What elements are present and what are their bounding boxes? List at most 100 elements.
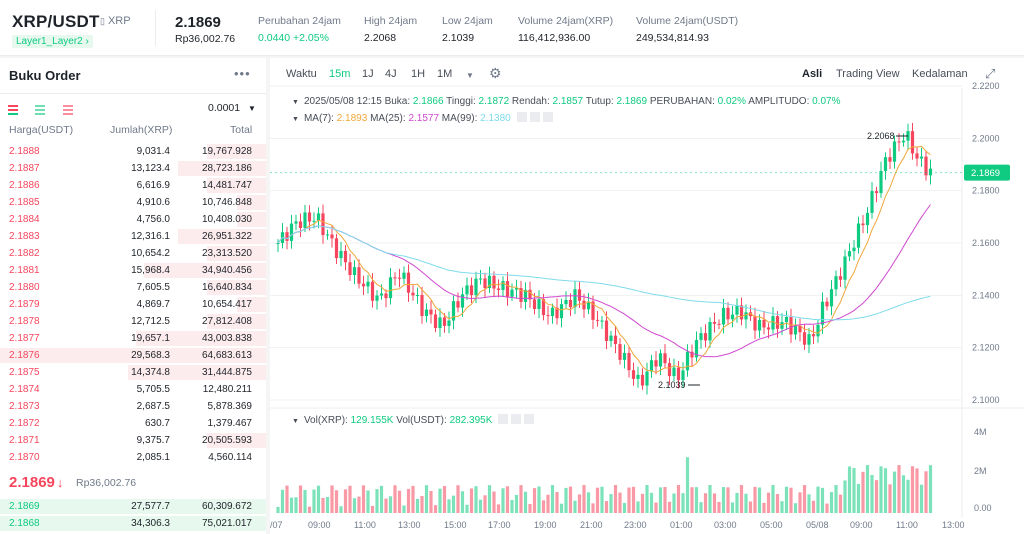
volume-bar bbox=[631, 486, 636, 513]
ask-row[interactable]: 2.1877 19,657.1 43,003.838 bbox=[0, 330, 266, 347]
candle-body bbox=[460, 294, 465, 308]
interval-4j[interactable]: 4J bbox=[385, 68, 397, 80]
ask-row[interactable]: 2.1888 9,031.4 19,767.928 bbox=[0, 143, 266, 160]
ask-row[interactable]: 2.1878 12,712.5 27,812.408 bbox=[0, 313, 266, 330]
x-tick-label: 03:00 bbox=[714, 520, 737, 530]
ask-row[interactable]: 2.1870 2,085.1 4,560.114 bbox=[0, 449, 266, 466]
volume-bar bbox=[343, 489, 348, 513]
ask-row[interactable]: 2.1886 6,616.9 14,481.747 bbox=[0, 177, 266, 194]
volume-bar bbox=[330, 485, 334, 513]
candle-body bbox=[352, 267, 357, 276]
candle-body bbox=[487, 275, 492, 289]
ask-row[interactable]: 2.1874 5,705.5 12,480.211 bbox=[0, 381, 266, 398]
volume-bar bbox=[811, 500, 816, 513]
ask-row[interactable]: 2.1871 9,375.7 20,505.593 bbox=[0, 432, 266, 449]
candle-body bbox=[622, 352, 627, 360]
vol-close-icon[interactable] bbox=[524, 414, 535, 424]
candle-body bbox=[663, 353, 667, 364]
fullscreen-icon[interactable]: ⤢ bbox=[985, 66, 996, 81]
collapse-caret-icon[interactable]: ▼ bbox=[292, 116, 299, 123]
row-price: 2.1883 bbox=[9, 231, 40, 242]
pair-base-name[interactable]: ▯ XRP bbox=[100, 15, 131, 27]
candle-body bbox=[658, 353, 663, 367]
row-total: 10,654.417 bbox=[201, 299, 252, 310]
interval-15m[interactable]: 15m bbox=[329, 68, 351, 80]
ask-row[interactable]: 2.1885 4,910.6 10,746.848 bbox=[0, 194, 266, 211]
volume-bar bbox=[361, 485, 366, 513]
row-total: 27,812.408 bbox=[201, 316, 252, 327]
row-total: 75,021.017 bbox=[201, 518, 252, 529]
legend-text: PERUBAHAN: bbox=[647, 96, 718, 107]
candle-body bbox=[537, 299, 541, 310]
view-depth[interactable]: Kedalaman bbox=[912, 68, 968, 80]
candle-body bbox=[829, 289, 834, 307]
pair-title[interactable]: XRP/USDT bbox=[12, 12, 100, 31]
ask-row[interactable]: 2.1875 14,374.8 31,444.875 bbox=[0, 364, 266, 381]
ask-row[interactable]: 2.1887 13,123.4 28,723.186 bbox=[0, 160, 266, 177]
volume-bar bbox=[753, 486, 757, 513]
price-chart[interactable]: 2.2200 2.2000 2.1800 2.1600 2.1400 2.1200 2.10… bbox=[270, 58, 1024, 534]
volume-bar bbox=[568, 486, 573, 513]
ask-row[interactable]: 2.1873 2,687.5 5,878.369 bbox=[0, 398, 266, 415]
volume-bar bbox=[726, 487, 730, 513]
ask-row[interactable]: 2.1881 15,968.4 34,940.456 bbox=[0, 262, 266, 279]
row-price: 2.1869 bbox=[9, 501, 40, 512]
interval-1j[interactable]: 1J bbox=[362, 68, 374, 80]
view-tradingview[interactable]: Trading View bbox=[836, 68, 900, 80]
collapse-caret-icon[interactable]: ▼ bbox=[292, 99, 299, 106]
more-intervals-caret-icon[interactable]: ▼ bbox=[466, 71, 474, 80]
ask-row[interactable]: 2.1884 4,756.0 10,408.030 bbox=[0, 211, 266, 228]
candle-body bbox=[766, 327, 771, 330]
current-price[interactable]: 2.1869 ↓ bbox=[9, 474, 64, 491]
book-view-bids-icon[interactable] bbox=[35, 105, 46, 115]
candle-body bbox=[865, 212, 870, 226]
ma-settings-icon[interactable] bbox=[529, 112, 540, 122]
ask-row[interactable]: 2.1872 630.7 1,379.467 bbox=[0, 415, 266, 432]
ask-row[interactable]: 2.1879 4,869.7 10,654.417 bbox=[0, 296, 266, 313]
view-original[interactable]: Asli bbox=[802, 68, 823, 80]
more-options-icon[interactable]: ••• bbox=[234, 66, 251, 81]
ask-row[interactable]: 2.1883 12,316.1 26,951.322 bbox=[0, 228, 266, 245]
x-tick-label: 05/08 bbox=[806, 520, 829, 530]
row-price: 2.1880 bbox=[9, 282, 40, 293]
bid-row[interactable]: 2.1868 34,306.3 75,021.017 bbox=[0, 515, 266, 532]
volume-bar bbox=[775, 494, 780, 513]
row-amount: 19,657.1 bbox=[131, 333, 170, 344]
volume-bar bbox=[537, 486, 541, 513]
chart-panel: Waktu 15m 1J 4J 1H 1M ▼ ⚙ Asli Trading V… bbox=[270, 58, 1024, 534]
candle-body bbox=[748, 312, 753, 317]
depth-bar bbox=[236, 212, 266, 227]
settings-gear-icon[interactable]: ⚙ bbox=[489, 65, 502, 81]
interval-1h[interactable]: 1H bbox=[411, 68, 426, 80]
vol-visibility-icon[interactable] bbox=[498, 414, 509, 424]
tick-size-select[interactable]: 0.0001 ▼ bbox=[208, 102, 256, 114]
ma-close-icon[interactable] bbox=[542, 112, 553, 122]
ask-row[interactable]: 2.1880 7,605.5 16,640.834 bbox=[0, 279, 266, 296]
ma-visibility-icon[interactable] bbox=[516, 112, 527, 122]
vol-settings-icon[interactable] bbox=[511, 414, 522, 424]
depth-bar bbox=[127, 365, 266, 380]
candle-body bbox=[370, 281, 375, 301]
row-price: 2.1870 bbox=[9, 452, 40, 463]
category-tag[interactable]: Layer1_Layer2 › bbox=[12, 35, 93, 48]
candle-body bbox=[555, 307, 559, 319]
ask-row[interactable]: 2.1876 29,568.3 64,683.613 bbox=[0, 347, 266, 364]
candle-body bbox=[672, 367, 676, 377]
volume-bar bbox=[469, 488, 474, 513]
bid-row[interactable]: 2.1869 27,577.7 60,309.672 bbox=[0, 498, 266, 515]
row-amount: 4,910.6 bbox=[136, 197, 170, 208]
volume-bar bbox=[649, 492, 654, 513]
volume-bar bbox=[807, 494, 811, 513]
book-view-asks-icon[interactable] bbox=[62, 105, 73, 115]
candle-body bbox=[703, 333, 708, 341]
collapse-caret-icon[interactable]: ▼ bbox=[292, 418, 299, 425]
candle-body bbox=[924, 156, 928, 176]
book-view-both-icon[interactable] bbox=[8, 105, 18, 115]
ask-row[interactable]: 2.1882 10,654.2 23,313.520 bbox=[0, 245, 266, 262]
volume-bar bbox=[861, 471, 865, 513]
volume-bar bbox=[415, 498, 420, 513]
volume-bar bbox=[402, 505, 406, 513]
interval-1m[interactable]: 1M bbox=[437, 68, 453, 80]
volume-bar bbox=[618, 492, 622, 513]
volume-bar bbox=[577, 494, 582, 513]
